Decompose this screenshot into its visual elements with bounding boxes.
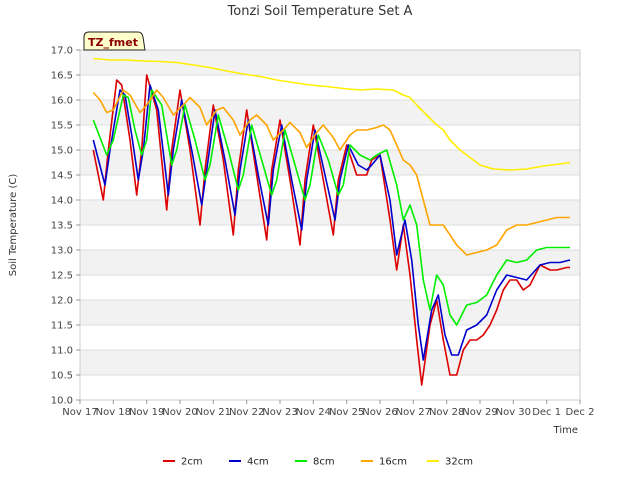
legend-label-2cm: 2cm [181,457,203,468]
legend-label-32cm: 32cm [445,457,473,468]
y-axis-title: Soil Temperature (C) [8,174,19,277]
y-tick-label: 15.0 [51,146,73,157]
series-line-4cm [92,84,571,361]
series-line-32cm [93,57,571,171]
y-tick-label: 14.0 [51,196,73,207]
x-tick-label: Dec 1 [532,407,561,418]
y-tick-label: 14.5 [51,171,73,182]
y-tick-label: 11.0 [51,346,73,357]
y-tick-label: 17.0 [51,46,73,57]
x-tick-label: Nov 23 [262,407,297,418]
x-tick-label: Nov 25 [329,407,364,418]
x-tick-label: Nov 24 [296,407,331,418]
grid-band [80,150,580,175]
x-tick-label: Nov 28 [429,407,464,418]
grid-band [80,300,580,325]
series-line-16cm [92,89,570,256]
y-tick-label: 15.5 [51,121,73,132]
chart-title: Tonzi Soil Temperature Set A [227,4,413,19]
y-tick-label: 16.5 [51,71,73,82]
y-tick-label: 13.5 [51,221,73,232]
legend: 2cm 4cm 8cm 16cm 32cm [163,457,473,468]
x-tick-label: Nov 26 [362,407,397,418]
x-tick-label: Nov 20 [162,407,197,418]
series-group [92,57,571,386]
y-tick-label: 12.0 [51,296,73,307]
grid-band [80,50,580,75]
y-axis-ticks: 10.0 10.5 11.0 11.5 12.0 12.5 13.0 13.5 14.0 14.5… [51,46,80,407]
grid-band [80,350,580,375]
station-badge: TZ_fmet [83,31,146,51]
x-tick-label: Nov 29 [462,407,497,418]
legend-label-16cm: 16cm [379,457,407,468]
x-tick-label: Nov 19 [129,407,164,418]
station-badge-box [83,31,146,51]
x-tick-label: Nov 30 [496,407,531,418]
x-tick-label: Nov 22 [229,407,264,418]
y-tick-label: 10.0 [51,396,73,407]
x-tick-label: Nov 17 [62,407,97,418]
y-tick-label: 16.0 [51,96,73,107]
y-tick-label: 12.5 [51,271,73,282]
station-badge-label: TZ_fmet [88,36,138,49]
legend-label-8cm: 8cm [313,457,335,468]
legend-label-4cm: 4cm [247,457,269,468]
y-tick-label: 11.5 [51,321,73,332]
x-tick-label: Dec 2 [566,407,595,418]
x-tick-label: Nov 27 [396,407,431,418]
x-axis-title: Time [553,425,578,436]
grid-band [80,250,580,275]
series-line-8cm [92,89,570,326]
x-tick-label: Nov 21 [196,407,231,418]
y-tick-label: 10.5 [51,371,73,382]
y-tick-label: 13.0 [51,246,73,257]
x-tick-label: Nov 18 [96,407,131,418]
